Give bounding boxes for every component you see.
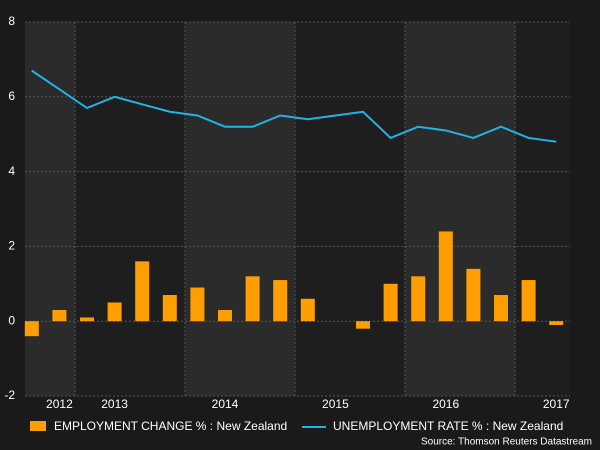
y-tick-label: 4 (8, 164, 15, 178)
bar (107, 302, 122, 322)
x-tick-label: 2014 (212, 397, 239, 411)
legend-label: UNEMPLOYMENT RATE % : New Zealand (333, 419, 563, 433)
line (31, 69, 557, 143)
bar (356, 321, 370, 329)
x-tick-label: 2017 (543, 397, 570, 411)
bar (383, 283, 398, 322)
x-tick-label: 2013 (101, 397, 128, 411)
shade-band (25, 22, 75, 396)
y-tick-label: 6 (8, 89, 15, 103)
bar (190, 287, 205, 322)
bar (24, 321, 39, 337)
bar (135, 261, 150, 322)
bar (52, 309, 67, 322)
bar (218, 309, 232, 322)
x-tick-label: 2012 (46, 397, 73, 411)
source: Source: Thomson Reuters Datastream (421, 437, 592, 448)
legend-swatch (30, 421, 46, 431)
bar (300, 298, 315, 322)
bar (245, 276, 260, 322)
bar (411, 276, 426, 322)
bar (549, 321, 564, 325)
bar (521, 280, 536, 322)
shade-band (405, 22, 515, 396)
legend-label: EMPLOYMENT CHANGE % : New Zealand (54, 419, 287, 433)
y-tick-label: 2 (8, 239, 15, 253)
y-tick-label: 8 (8, 14, 15, 28)
bar (438, 231, 453, 322)
x-tick-label: 2016 (432, 397, 459, 411)
shade-band (185, 22, 295, 396)
bar (80, 317, 94, 322)
y-tick-label: -2 (4, 388, 15, 402)
bar (273, 280, 288, 322)
bar (466, 268, 481, 322)
bar (162, 295, 177, 322)
x-tick-label: 2015 (322, 397, 349, 411)
y-tick-label: 0 (8, 313, 15, 327)
bar (494, 295, 508, 322)
